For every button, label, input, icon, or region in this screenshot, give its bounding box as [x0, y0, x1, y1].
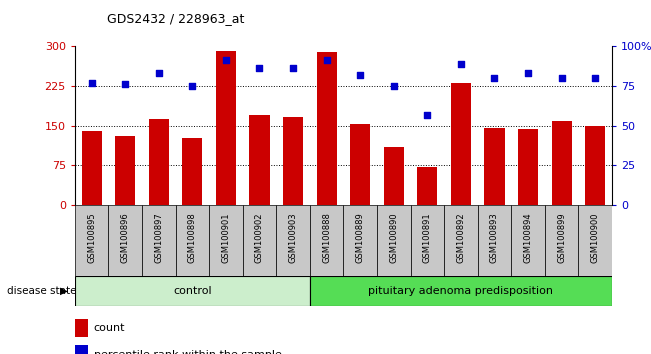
Point [389, 83, 399, 88]
Bar [276, 205, 310, 276]
Text: GSM100895: GSM100895 [87, 212, 96, 263]
Text: percentile rank within the sample: percentile rank within the sample [94, 350, 281, 354]
Text: GSM100893: GSM100893 [490, 212, 499, 263]
Point [322, 57, 332, 63]
Text: GSM100894: GSM100894 [523, 212, 533, 263]
Bar [148, 119, 169, 205]
Bar [518, 130, 538, 205]
Bar [115, 136, 135, 205]
Point [523, 70, 533, 76]
Bar [578, 205, 612, 276]
Text: GSM100903: GSM100903 [288, 212, 298, 263]
Bar [478, 205, 511, 276]
Text: GSM100902: GSM100902 [255, 212, 264, 263]
Text: count: count [94, 323, 125, 333]
Bar [444, 205, 478, 276]
Bar [450, 83, 471, 205]
Point [120, 81, 130, 87]
Point [557, 75, 567, 81]
Bar [142, 205, 176, 276]
Text: GSM100890: GSM100890 [389, 212, 398, 263]
Text: GSM100896: GSM100896 [120, 212, 130, 263]
Bar [176, 205, 209, 276]
Text: GSM100898: GSM100898 [188, 212, 197, 263]
Bar [411, 205, 444, 276]
Bar [417, 166, 437, 205]
Bar [545, 205, 578, 276]
Bar [585, 126, 605, 205]
Bar [551, 121, 572, 205]
Bar [81, 131, 102, 205]
Bar [182, 138, 202, 205]
Bar [310, 276, 612, 306]
Text: GSM100901: GSM100901 [221, 212, 230, 263]
Text: control: control [173, 286, 212, 296]
Text: GDS2432 / 228963_at: GDS2432 / 228963_at [107, 12, 245, 25]
Point [490, 75, 500, 81]
Text: GSM100891: GSM100891 [422, 212, 432, 263]
Text: disease state: disease state [7, 286, 76, 296]
Point [456, 61, 466, 67]
Bar [383, 147, 404, 205]
Text: GSM100899: GSM100899 [557, 212, 566, 263]
Bar [511, 205, 545, 276]
Point [154, 70, 164, 76]
Bar [316, 52, 337, 205]
Bar [75, 276, 310, 306]
Point [221, 57, 231, 63]
Text: GSM100892: GSM100892 [456, 212, 465, 263]
Bar [75, 205, 109, 276]
Point [187, 83, 197, 88]
Point [288, 65, 298, 71]
Text: pituitary adenoma predisposition: pituitary adenoma predisposition [368, 286, 553, 296]
Bar [350, 124, 370, 205]
Bar [243, 205, 276, 276]
Bar [109, 205, 142, 276]
Bar [75, 319, 89, 337]
Text: GSM100897: GSM100897 [154, 212, 163, 263]
Bar [216, 51, 236, 205]
Bar [75, 345, 89, 354]
Text: GSM100889: GSM100889 [355, 212, 365, 263]
Bar [283, 116, 303, 205]
Text: ▶: ▶ [61, 286, 68, 296]
Point [87, 80, 97, 85]
Bar [484, 128, 505, 205]
Bar [344, 205, 377, 276]
Point [355, 72, 365, 78]
Bar [209, 205, 243, 276]
Point [590, 75, 600, 81]
Text: GSM100900: GSM100900 [590, 212, 600, 263]
Point [422, 112, 432, 118]
Bar [377, 205, 411, 276]
Bar [310, 205, 344, 276]
Bar [249, 115, 270, 205]
Text: GSM100888: GSM100888 [322, 212, 331, 263]
Point [255, 65, 265, 71]
